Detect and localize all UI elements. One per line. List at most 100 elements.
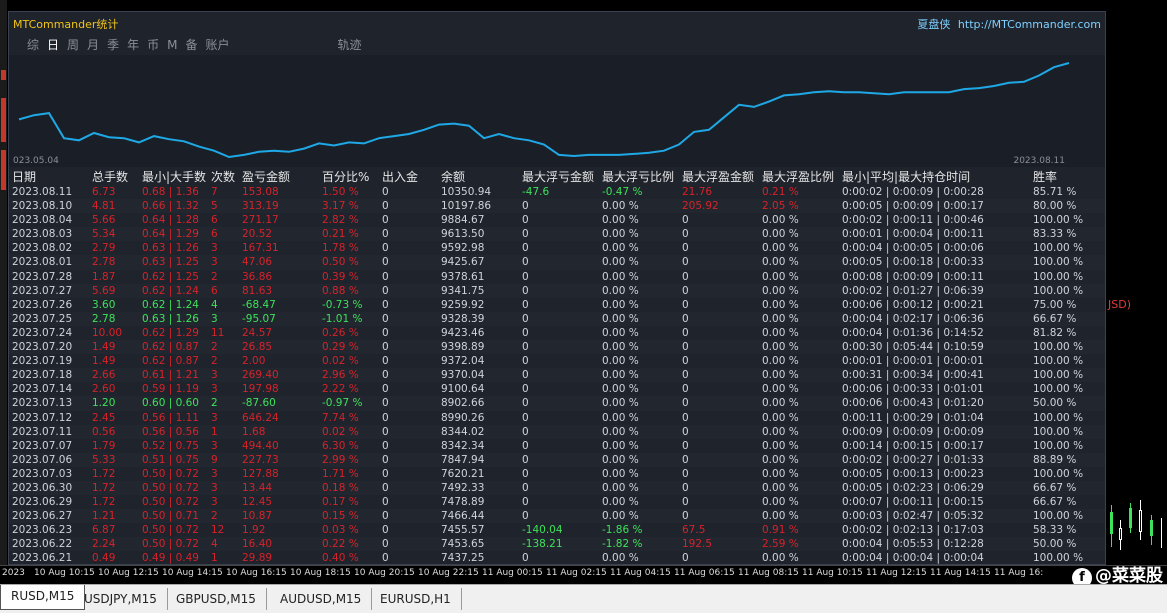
table-cell: 2023.06.29 — [12, 496, 73, 509]
symbol-tabs-bar: RUSD,M15 USDJPY,M15 GBPUSD,M15 AUDUSD,M15 EU… — [0, 584, 1167, 613]
table-cell: 7478.89 — [441, 496, 485, 509]
table-cell: 8902.66 — [441, 397, 485, 410]
table-cell: 2.24 — [92, 538, 116, 551]
column-header[interactable]: 最小|平均|最大持仓时间 — [842, 170, 971, 184]
table-cell: -0.97 % — [322, 397, 363, 410]
column-header[interactable]: 总手数 — [92, 170, 129, 184]
table-cell: 0.64 | 1.29 — [142, 228, 199, 241]
table-cell: 2023.07.14 — [12, 383, 73, 396]
tab-2[interactable]: 周 — [67, 38, 80, 52]
table-cell: 0.49 — [92, 552, 116, 565]
time-axis: 2023 10 Aug 10:15 10 Aug 12:15 10 Aug 14:15… — [0, 565, 1167, 583]
table-cell: 9100.64 — [441, 383, 485, 396]
table-cell: 2023.07.19 — [12, 355, 73, 368]
table-cell: 0.00 % — [762, 284, 799, 297]
table-cell: 5 — [211, 200, 218, 213]
table-row: 2023.06.30 1.72 0.50 | 0.72 3 13.44 0.18 % 0 74… — [9, 480, 1105, 496]
table-cell: 6.87 — [92, 524, 116, 537]
symbol-tab[interactable]: RUSD,M15 — [0, 585, 86, 610]
table-cell: 0.51 | 0.75 — [142, 453, 199, 466]
table-cell: 0.00 % — [602, 200, 639, 213]
symbol-tab[interactable]: GBPUSD,M15 — [166, 588, 267, 610]
table-cell: 0 — [382, 186, 389, 198]
column-header[interactable]: 最大浮亏比例 — [602, 170, 675, 184]
column-header[interactable]: 最大浮盈金额 — [682, 170, 755, 184]
table-cell: 0 — [522, 298, 529, 311]
tab-6[interactable]: 币 — [147, 38, 160, 52]
table-row: 2023.07.28 1.87 0.62 | 1.25 2 36.86 0.39 % 0 93… — [9, 270, 1105, 284]
tab-3[interactable]: 月 — [87, 38, 100, 52]
table-cell: 2023.06.30 — [12, 481, 73, 494]
table-cell: 0.50 % — [322, 256, 359, 269]
table-cell: 4 — [211, 298, 218, 311]
table-cell: 0.88 % — [322, 284, 359, 297]
table-cell: -1.01 % — [322, 312, 363, 325]
table-cell: 100.00 % — [1033, 383, 1084, 396]
table-row: 2023.07.03 1.72 0.50 | 0.72 3 127.88 1.71 % 0 7… — [9, 467, 1105, 481]
website-link[interactable]: http://MTCommander.com — [957, 18, 1101, 31]
table-cell: 1 — [211, 552, 218, 565]
table-cell: 0 — [382, 341, 389, 354]
column-header[interactable]: 余额 — [441, 170, 466, 184]
tab-10[interactable]: 轨迹 — [337, 38, 362, 52]
table-cell: 16.40 — [242, 538, 273, 551]
table-cell: 0 — [382, 467, 389, 480]
table-cell: 2023.08.11 — [12, 186, 73, 198]
table-cell: 10350.94 — [441, 186, 492, 198]
table-cell: 0.00 % — [762, 355, 799, 368]
column-header[interactable]: 盈亏金额 — [242, 170, 291, 184]
column-header[interactable]: 日期 — [12, 170, 37, 184]
column-header[interactable]: 百分比% — [322, 170, 370, 184]
table-cell: 1.72 — [92, 481, 116, 494]
table-cell: 0:00:04 | 0:00:05 | 0:00:06 — [842, 242, 984, 255]
table-cell: 100.00 % — [1033, 214, 1084, 227]
table-cell: 2 — [211, 341, 218, 354]
table-cell: 10197.86 — [441, 200, 492, 213]
table-cell: 0.50 | 0.72 — [142, 467, 199, 480]
tab-5[interactable]: 年 — [127, 38, 140, 52]
table-cell: 0:00:30 | 0:05:44 | 0:10:59 — [842, 341, 984, 354]
table-cell: 0:00:02 | 0:02:13 | 0:17:03 — [842, 524, 984, 537]
column-header[interactable]: 出入金 — [382, 170, 419, 184]
table-row: 2023.07.19 1.49 0.62 | 0.87 2 2.00 0.02 % 0 937… — [9, 354, 1105, 368]
table-cell: 0.00 % — [602, 242, 639, 255]
table-cell: 0:00:31 | 0:00:34 | 0:00:41 — [842, 369, 984, 382]
table-cell: 2023.08.03 — [12, 228, 73, 241]
column-header[interactable]: 最大浮亏金额 — [522, 170, 595, 184]
table-cell: 0:00:02 | 0:00:11 | 0:00:46 — [842, 214, 984, 227]
symbol-label-fragment: JSD) — [1108, 298, 1131, 311]
symbol-tab[interactable]: AUDUSD,M15 — [270, 588, 373, 610]
tab-4[interactable]: 季 — [107, 38, 120, 52]
table-cell: 0 — [522, 425, 529, 438]
table-cell: 0 — [682, 369, 689, 382]
column-header[interactable]: 最大浮盈比例 — [762, 170, 835, 184]
table-cell: 88.89 % — [1033, 453, 1077, 466]
table-cell: 100.00 % — [1033, 369, 1084, 382]
column-header[interactable]: 最小|大手数 — [142, 170, 207, 184]
table-row: 2023.07.26 3.60 0.62 | 1.24 4 -68.47 -0.73 % 0… — [9, 298, 1105, 312]
tab-7[interactable]: M — [167, 38, 178, 52]
table-cell: 646.24 — [242, 411, 279, 424]
table-cell: 7437.25 — [441, 552, 485, 565]
table-cell: 3.60 — [92, 298, 116, 311]
table-cell: 3 — [211, 496, 218, 509]
tab-8[interactable]: 备 — [185, 38, 198, 52]
symbol-tab[interactable]: USDJPY,M15 — [74, 588, 168, 610]
table-cell: 9398.89 — [441, 341, 485, 354]
table-cell: 0.00 % — [602, 312, 639, 325]
table-cell: 1.78 % — [322, 242, 359, 255]
table-cell: 2.78 — [92, 256, 116, 269]
tab-9[interactable]: 账户 — [205, 38, 230, 52]
column-header[interactable]: 次数 — [211, 170, 236, 184]
candle — [1139, 510, 1142, 532]
table-cell: 0 — [682, 355, 689, 368]
table-cell: 36.86 — [242, 270, 273, 283]
column-header[interactable]: 胜率 — [1033, 170, 1058, 184]
table-cell: 0:00:06 | 0:00:12 | 0:00:21 — [842, 298, 984, 311]
watermark: f @菜菜股 — [1072, 561, 1163, 588]
symbol-tab[interactable]: EURUSD,H1 — [370, 588, 462, 610]
table-cell: 3 — [211, 411, 218, 424]
tab-0[interactable]: 综 — [27, 38, 40, 52]
table-cell: 0.00 % — [762, 214, 799, 227]
tab-1[interactable]: 日 — [47, 38, 60, 52]
